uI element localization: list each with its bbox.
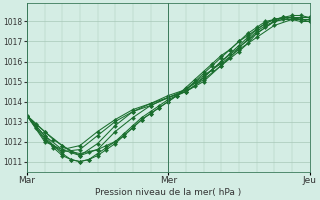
X-axis label: Pression niveau de la mer( hPa ): Pression niveau de la mer( hPa ) — [95, 188, 241, 197]
